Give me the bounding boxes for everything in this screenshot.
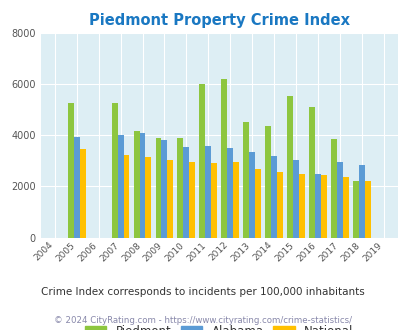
Bar [74, 137, 79, 238]
Bar [364, 181, 370, 238]
Text: © 2024 CityRating.com - https://www.cityrating.com/crime-statistics/: © 2024 CityRating.com - https://www.city… [54, 315, 351, 325]
Text: Crime Index corresponds to incidents per 100,000 inhabitants: Crime Index corresponds to incidents per… [41, 287, 364, 297]
Bar [308, 107, 314, 238]
Bar [336, 162, 342, 238]
Bar [243, 122, 249, 238]
Bar [320, 175, 326, 238]
Bar [276, 172, 282, 238]
Bar [227, 148, 232, 238]
Bar [155, 138, 161, 238]
Bar [79, 149, 85, 238]
Bar [352, 181, 358, 238]
Bar [111, 103, 117, 238]
Bar [211, 163, 217, 238]
Bar [292, 160, 298, 238]
Bar [161, 141, 167, 238]
Bar [342, 177, 348, 238]
Legend: Piedmont, Alabama, National: Piedmont, Alabama, National [81, 321, 356, 330]
Bar [221, 79, 227, 238]
Bar [330, 139, 336, 238]
Bar [189, 162, 195, 238]
Title: Piedmont Property Crime Index: Piedmont Property Crime Index [89, 13, 349, 28]
Bar [199, 84, 205, 238]
Bar [117, 135, 123, 238]
Bar [286, 96, 292, 238]
Bar [271, 156, 276, 238]
Bar [139, 133, 145, 238]
Bar [314, 174, 320, 238]
Bar [264, 126, 271, 238]
Bar [205, 146, 211, 238]
Bar [68, 103, 74, 238]
Bar [232, 162, 239, 238]
Bar [133, 131, 139, 238]
Bar [123, 155, 129, 238]
Bar [249, 152, 254, 238]
Bar [183, 147, 189, 238]
Bar [145, 157, 151, 238]
Bar [177, 138, 183, 238]
Bar [298, 174, 304, 238]
Bar [254, 169, 260, 238]
Bar [358, 165, 364, 238]
Bar [167, 160, 173, 238]
